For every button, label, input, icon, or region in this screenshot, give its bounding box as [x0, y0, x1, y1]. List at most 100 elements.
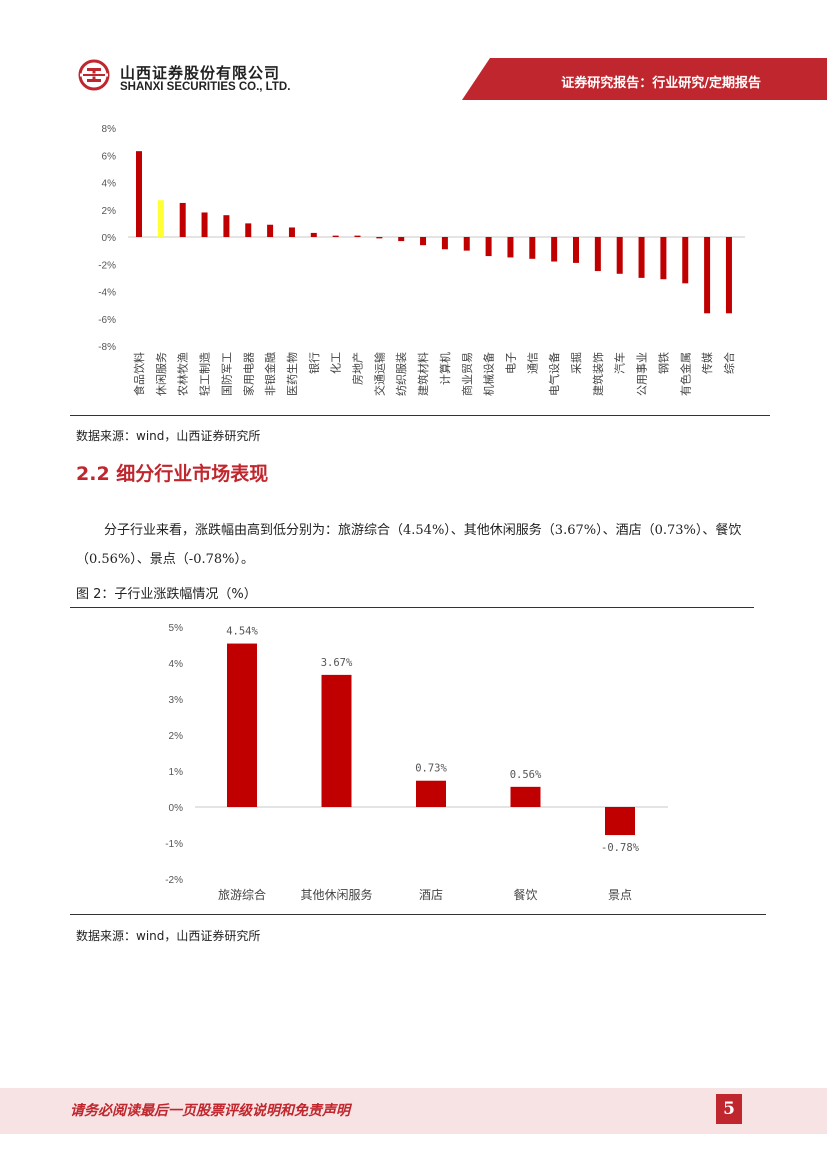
- x-tick-label: 汽车: [613, 352, 627, 374]
- bar: [179, 202, 186, 237]
- x-tick-label: 房地产: [351, 352, 365, 385]
- bar: [660, 237, 667, 280]
- figure2-top-rule: [70, 607, 754, 608]
- bar: [267, 224, 274, 237]
- industry-returns-bar-chart: 8% 6% 4% 2% 0% -2% -4% -6% -8% 食品饮料 休闲服务 农林牧渔 轻工制造 国防…: [98, 124, 745, 396]
- bar: [223, 215, 230, 237]
- bar: [416, 780, 446, 807]
- y-tick-label: 5%: [169, 623, 184, 634]
- y-tick-label: 8%: [102, 124, 117, 135]
- bar: [157, 200, 164, 237]
- bar: [398, 237, 405, 242]
- x-tick-label: 纺织服装: [394, 352, 408, 396]
- bar: [682, 237, 689, 284]
- y-tick-label: -8%: [98, 342, 116, 353]
- x-tick-label: 计算机: [438, 352, 452, 385]
- x-tick-label: 化工: [329, 352, 343, 374]
- x-tick-label: 通信: [526, 352, 539, 374]
- bar: [245, 223, 252, 237]
- y-tick-label: -2%: [98, 260, 116, 271]
- x-tick-label: 旅游综合: [218, 887, 266, 902]
- company-name-cn: 山西证券股份有限公司: [120, 64, 281, 82]
- x-tick-label: 建筑装饰: [591, 352, 605, 396]
- bar: [376, 237, 383, 239]
- bar: [441, 237, 448, 250]
- bar: [725, 237, 732, 314]
- x-tick-label: 传媒: [701, 352, 714, 374]
- footer-bar: [0, 1088, 827, 1134]
- page-header: 山西证券股份有限公司 SHANXI SECURITIES CO., LTD. 证…: [0, 0, 827, 100]
- x-tick-label: 采掘: [569, 352, 583, 374]
- figure2-title: 图 2：子行业涨跌幅情况（%）: [76, 587, 257, 602]
- x-tick-label: 综合: [722, 352, 736, 374]
- bar: [551, 237, 558, 262]
- figure1-bottom-rule: [70, 415, 770, 416]
- x-tick-label: 建筑材料: [416, 352, 430, 396]
- y-tick-label: 0%: [102, 233, 117, 244]
- bar: [321, 674, 352, 807]
- bar: [463, 237, 470, 251]
- y-tick-label: 2%: [102, 206, 117, 217]
- x-tick-label: 交通运输: [372, 352, 386, 396]
- figure2-bottom-rule: [70, 914, 766, 915]
- y-tick-label: -1%: [165, 839, 183, 850]
- x-tick-label: 食品饮料: [132, 352, 146, 396]
- disclaimer-notice: 请务必阅读最后一页股票评级说明和免责声明: [70, 1103, 350, 1119]
- bar: [594, 237, 601, 272]
- bar: [507, 237, 514, 258]
- y-tick-label: 6%: [102, 151, 117, 162]
- header-banner: [462, 58, 827, 100]
- data-label: 3.67%: [321, 657, 353, 669]
- x-tick-label: 有色金属: [678, 352, 692, 396]
- x-tick-label: 休闲服务: [154, 352, 168, 396]
- company-logo-icon: [78, 59, 110, 91]
- x-tick-label: 机械设备: [482, 352, 496, 396]
- figure1-source: 数据来源：wind，山西证券研究所: [76, 429, 261, 443]
- x-tick-label: 银行: [307, 352, 321, 374]
- y-tick-label: 3%: [169, 695, 184, 706]
- bar: [310, 232, 317, 237]
- section-paragraph: 分子行业来看，涨跌幅由高到低分别为：旅游综合（4.54%）、其他休闲服务（3.6…: [76, 523, 742, 567]
- report-type-label: 证券研究报告：行业研究/定期报告: [561, 76, 761, 91]
- x-tick-label: 公用事业: [636, 352, 649, 396]
- x-tick-label: 餐饮: [513, 887, 537, 902]
- x-tick-label: 钢铁: [657, 352, 670, 374]
- section-title: 2.2 细分行业市场表现: [76, 463, 269, 485]
- x-tick-label: 酒店: [419, 888, 443, 902]
- data-label: 0.73%: [415, 763, 447, 775]
- y-tick-label: 0%: [169, 803, 184, 814]
- y-tick-label: -4%: [98, 288, 116, 299]
- y-tick-label: 2%: [169, 731, 184, 742]
- y-tick-label: 4%: [102, 179, 117, 190]
- x-tick-label: 家用电器: [241, 352, 255, 396]
- bar: [201, 212, 208, 237]
- x-tick-label: 商业贸易: [460, 352, 474, 396]
- bar: [638, 237, 645, 278]
- bar: [616, 237, 623, 274]
- bar: [332, 235, 339, 237]
- x-tick-label: 景点: [608, 888, 632, 902]
- x-tick-label: 其他休闲服务: [300, 887, 372, 902]
- data-label: 0.56%: [510, 769, 542, 781]
- y-tick-label: 4%: [169, 659, 184, 670]
- data-label: 4.54%: [226, 626, 258, 638]
- bar: [529, 237, 536, 259]
- x-tick-label: 医药生物: [285, 352, 299, 396]
- x-tick-label: 电子: [504, 352, 517, 374]
- bar: [704, 237, 711, 314]
- x-tick-label: 轻工制造: [198, 352, 212, 396]
- bar: [420, 237, 427, 246]
- y-tick-label: -2%: [165, 875, 183, 886]
- y-tick-label: 1%: [169, 767, 184, 778]
- bar: [510, 786, 541, 807]
- bar: [573, 237, 579, 263]
- bar: [288, 227, 295, 237]
- bar: [227, 643, 257, 807]
- x-tick-label: 电气设备: [547, 352, 561, 396]
- x-tick-label: 非银金融: [263, 352, 277, 396]
- bar: [485, 237, 492, 257]
- bar: [354, 235, 361, 237]
- figure2-source: 数据来源：wind，山西证券研究所: [76, 929, 261, 943]
- y-tick-label: -6%: [98, 315, 116, 326]
- x-tick-label: 国防军工: [219, 352, 233, 396]
